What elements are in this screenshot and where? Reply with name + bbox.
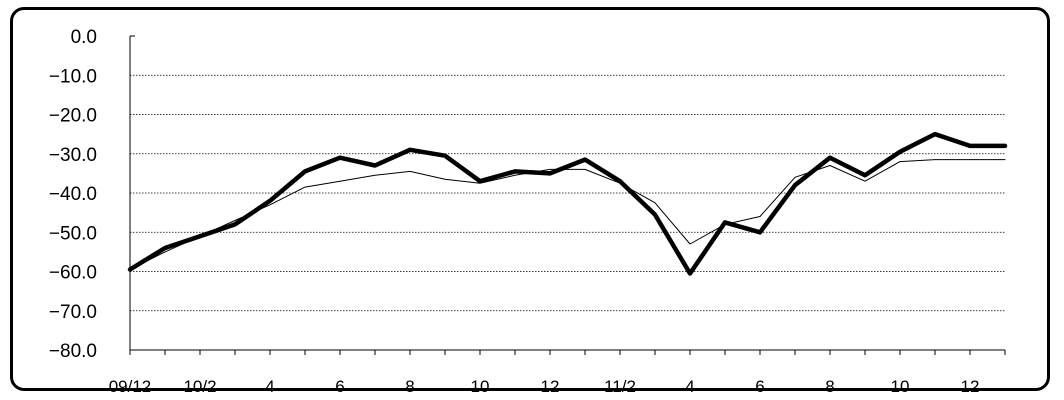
y-tick-label: −80.0 bbox=[49, 341, 97, 362]
x-tick-label: 8 bbox=[825, 377, 834, 396]
y-tick-label: −60.0 bbox=[49, 263, 97, 284]
series-line-thin bbox=[129, 159, 1006, 270]
y-axis-ticks: 0.0 −10.0 −20.0 −30.0 −40.0 −50.0 −60.0 −70.0 −8… bbox=[49, 27, 97, 362]
x-tick-label: 10 bbox=[891, 377, 910, 396]
x-tick-label: 10/2 bbox=[183, 377, 216, 396]
chart-frame bbox=[10, 7, 1050, 391]
x-tick-label: 4 bbox=[685, 377, 694, 396]
series-line-thick bbox=[127, 131, 1008, 276]
y-tick-label: 0.0 bbox=[71, 27, 97, 48]
x-tick-label: 8 bbox=[405, 377, 414, 396]
x-tick-label: 4 bbox=[265, 377, 274, 396]
x-tick-label: 12 bbox=[541, 377, 560, 396]
grid-lines bbox=[130, 35, 1005, 312]
x-tick-label: 11/2 bbox=[604, 377, 636, 396]
y-tick-label: −70.0 bbox=[49, 302, 97, 323]
y-tick-label: −50.0 bbox=[49, 223, 97, 244]
y-tick-label: −40.0 bbox=[49, 184, 97, 205]
series-lines bbox=[127, 131, 1008, 276]
x-axis-ticks: 09/12 10/2 4 6 8 10 12 11/2 4 6 8 10 12 bbox=[109, 350, 1006, 396]
y-tick-label: −20.0 bbox=[49, 106, 97, 127]
y-tick-label: −30.0 bbox=[49, 145, 97, 166]
x-tick-label: 6 bbox=[335, 377, 344, 396]
x-tick-label: 10 bbox=[471, 377, 490, 396]
x-tick-label: 12 bbox=[961, 377, 980, 396]
axes bbox=[129, 36, 1005, 351]
x-tick-label: 09/12 bbox=[109, 377, 152, 396]
x-tick-label: 6 bbox=[755, 377, 764, 396]
y-tick-label: −10.0 bbox=[49, 66, 97, 87]
